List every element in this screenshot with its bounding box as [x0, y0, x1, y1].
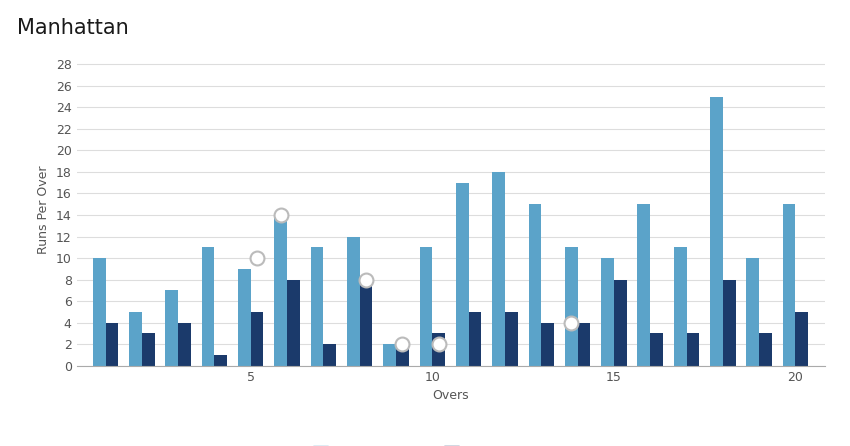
Bar [601, 258, 614, 366]
Bar [578, 322, 590, 366]
Bar [275, 215, 287, 366]
Bar [129, 312, 142, 366]
Bar [287, 280, 300, 366]
Bar [105, 322, 118, 366]
Bar [166, 290, 178, 366]
Bar [468, 312, 481, 366]
Bar [529, 204, 541, 366]
Bar [383, 344, 396, 366]
Bar [311, 247, 323, 366]
Bar [396, 344, 409, 366]
Bar [541, 322, 554, 366]
X-axis label: Overs: Overs [432, 389, 469, 402]
Bar [650, 334, 663, 366]
Bar [323, 344, 336, 366]
Bar [93, 258, 105, 366]
Bar [347, 236, 360, 366]
Bar [214, 355, 227, 366]
Bar [638, 204, 650, 366]
Bar [614, 280, 626, 366]
Bar [251, 312, 264, 366]
Bar [783, 204, 796, 366]
Bar [710, 97, 722, 366]
Bar [505, 312, 518, 366]
Bar [759, 334, 772, 366]
Bar [142, 334, 155, 366]
Bar [433, 334, 445, 366]
Bar [796, 312, 808, 366]
Bar [201, 247, 214, 366]
Text: Manhattan: Manhattan [17, 18, 128, 38]
Bar [492, 172, 505, 366]
Y-axis label: Runs Per Over: Runs Per Over [37, 165, 50, 254]
Bar [178, 322, 191, 366]
Bar [674, 247, 687, 366]
Bar [420, 247, 433, 366]
Bar [565, 247, 578, 366]
Bar [456, 183, 468, 366]
Bar [360, 280, 372, 366]
Bar [687, 334, 700, 366]
Bar [238, 269, 251, 366]
Bar [722, 280, 735, 366]
Legend: India VI Women, Australia VI Women: India VI Women, Australia VI Women [308, 441, 593, 446]
Bar [746, 258, 759, 366]
